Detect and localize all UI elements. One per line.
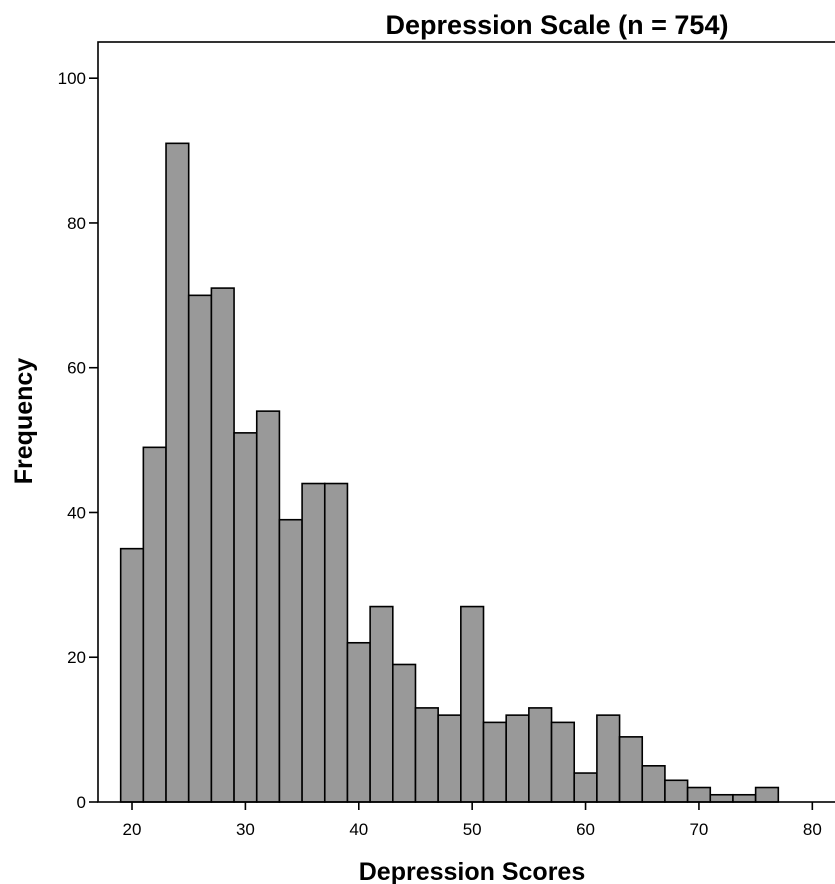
- y-tick-label: 80: [67, 214, 86, 233]
- histogram-bar-26: [709, 793, 734, 803]
- histogram-bar-0: [119, 547, 145, 803]
- y-axis-label: Frequency: [10, 358, 38, 485]
- histogram-bar-28: [754, 786, 780, 803]
- x-tick-label: 80: [803, 820, 822, 839]
- histogram-bar-23: [641, 765, 666, 803]
- histogram-bar-9: [323, 482, 349, 803]
- histogram-bar-17: [505, 714, 530, 803]
- histogram-bar-7: [278, 518, 303, 803]
- histogram-bar-18: [528, 707, 553, 803]
- x-tick-label: 30: [236, 820, 255, 839]
- histogram-bar-6: [255, 410, 281, 803]
- histogram-bar-3: [187, 294, 213, 803]
- histogram-bar-10: [346, 641, 371, 803]
- x-tick-label: 70: [689, 820, 708, 839]
- y-axis-ticks: 0 20 40 60 80 100: [58, 69, 98, 812]
- x-tick-label: 20: [123, 820, 142, 839]
- histogram-bar-5: [233, 432, 258, 803]
- histogram-bar-1: [142, 446, 167, 803]
- histogram-bar-25: [686, 786, 712, 803]
- histogram-bar-11: [369, 605, 394, 803]
- histogram-bar-4: [210, 287, 235, 803]
- y-tick-label: 100: [58, 69, 86, 88]
- x-tick-label: 40: [349, 820, 368, 839]
- x-tick-label: 60: [576, 820, 595, 839]
- histogram-bar-2: [165, 142, 190, 803]
- histogram-bar-21: [596, 714, 621, 803]
- histogram-bar-12: [391, 663, 417, 803]
- x-axis-ticks: 20 30 40 50 60 70 80: [123, 802, 822, 839]
- x-tick-label: 50: [463, 820, 482, 839]
- chart-title: Depression Scale (n = 754): [386, 10, 729, 40]
- histogram-bar-13: [414, 707, 439, 803]
- histogram-bars: [119, 142, 780, 803]
- histogram-bar-15: [460, 605, 485, 803]
- y-tick-label: 20: [67, 648, 86, 667]
- y-tick-label: 0: [77, 793, 86, 812]
- histogram-bar-20: [573, 772, 598, 803]
- histogram-bar-24: [664, 779, 689, 803]
- histogram-bar-19: [550, 721, 576, 803]
- y-tick-label: 40: [67, 503, 86, 522]
- x-axis-label: Depression Scores: [359, 858, 586, 884]
- histogram-bar-14: [437, 714, 462, 803]
- y-tick-label: 60: [67, 359, 86, 378]
- histogram-bar-16: [482, 721, 507, 803]
- histogram-bar-8: [301, 482, 326, 803]
- histogram-bar-27: [732, 793, 757, 803]
- histogram-bar-22: [618, 736, 644, 803]
- plot-frame: [97, 41, 835, 803]
